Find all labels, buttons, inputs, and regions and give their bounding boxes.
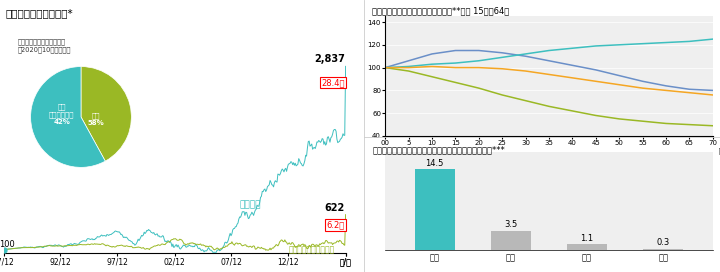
Text: 年: 年	[719, 147, 720, 154]
日本	[708, 124, 717, 127]
欧州	[685, 91, 694, 94]
欧州	[498, 67, 507, 70]
欧州	[521, 69, 530, 73]
欧州	[615, 83, 624, 86]
米国	[428, 63, 436, 66]
中国	[405, 59, 413, 62]
日本	[428, 75, 436, 78]
米国	[451, 61, 460, 65]
欧州	[638, 86, 647, 90]
中国	[568, 64, 577, 67]
Text: 28.4倍: 28.4倍	[321, 78, 345, 87]
中国	[708, 89, 717, 92]
中国	[381, 66, 390, 69]
米国	[568, 47, 577, 50]
Text: 14.5: 14.5	[426, 159, 444, 168]
米国	[498, 56, 507, 59]
中国	[428, 52, 436, 55]
日本	[498, 93, 507, 97]
Bar	[644, 249, 683, 250]
日本	[685, 123, 694, 126]
Text: 0.3: 0.3	[657, 238, 670, 247]
米国	[662, 41, 670, 44]
日本	[521, 99, 530, 102]
米国	[381, 66, 390, 69]
Wedge shape	[31, 67, 105, 167]
米国	[685, 40, 694, 43]
米国	[615, 43, 624, 47]
欧州	[451, 66, 460, 69]
中国	[592, 68, 600, 72]
中国	[474, 49, 483, 52]
Text: 米国
58%: 米国 58%	[88, 113, 104, 126]
Text: 米国株式: 米国株式	[239, 200, 261, 209]
日本	[662, 122, 670, 125]
Text: 3.5: 3.5	[504, 220, 518, 229]
米国	[592, 44, 600, 48]
米国	[521, 52, 530, 55]
欧州	[474, 66, 483, 69]
Line: 中国: 中国	[385, 51, 713, 90]
中国	[685, 88, 694, 91]
Bar	[415, 169, 454, 250]
日本	[381, 66, 390, 69]
欧州	[592, 80, 600, 83]
Line: 米国: 米国	[385, 39, 713, 68]
Text: 主要国／地域のベンチャーキャピタル投賄額（兆円）***: 主要国／地域のベンチャーキャピタル投賄額（兆円）***	[372, 146, 505, 154]
日本	[615, 117, 624, 120]
欧州	[662, 89, 670, 92]
Text: 622: 622	[325, 203, 345, 213]
Text: 世界
（除く米国）
42%: 世界 （除く米国） 42%	[49, 104, 75, 125]
中国	[451, 49, 460, 52]
日本	[592, 114, 600, 117]
米国	[708, 38, 717, 41]
Bar	[491, 231, 531, 250]
日本	[638, 120, 647, 123]
Legend: 中国, 日本, 米国, 欧州: 中国, 日本, 米国, 欧州	[486, 151, 612, 166]
欧州	[708, 93, 717, 97]
日本	[545, 105, 554, 108]
欧州	[381, 66, 390, 69]
Text: 6.2倍: 6.2倍	[326, 221, 345, 230]
中国	[615, 74, 624, 77]
中国	[638, 80, 647, 83]
Text: 主要国・地域の生産年齢人口の推移**　　 15歳－64歳: 主要国・地域の生産年齢人口の推移** 15歳－64歳	[372, 7, 510, 16]
米国	[474, 59, 483, 62]
欧州	[428, 65, 436, 68]
日本	[474, 86, 483, 90]
米国	[638, 42, 647, 45]
日本	[568, 109, 577, 113]
欧州	[405, 66, 413, 69]
中国	[545, 59, 554, 62]
中国	[498, 51, 507, 54]
米国	[405, 65, 413, 68]
米国	[545, 49, 554, 52]
中国	[521, 55, 530, 58]
中国	[662, 84, 670, 88]
Text: 世界の株式市場の推移*: 世界の株式市場の推移*	[6, 8, 73, 18]
Text: 1.1: 1.1	[580, 234, 594, 243]
Line: 欧州: 欧州	[385, 66, 713, 95]
Text: 100: 100	[0, 240, 15, 249]
Text: 世界株式の時価総額構成比
（2020年10月末時点）: 世界株式の時価総額構成比 （2020年10月末時点）	[18, 39, 71, 53]
Text: 世界株式（除く米国）: 世界株式（除く米国）	[289, 246, 336, 255]
Text: 2,837: 2,837	[314, 54, 345, 64]
Line: 日本: 日本	[385, 68, 713, 126]
欧州	[545, 73, 554, 76]
Wedge shape	[81, 67, 131, 161]
欧州	[568, 76, 577, 79]
日本	[451, 81, 460, 84]
Bar	[567, 244, 607, 250]
日本	[405, 69, 413, 73]
